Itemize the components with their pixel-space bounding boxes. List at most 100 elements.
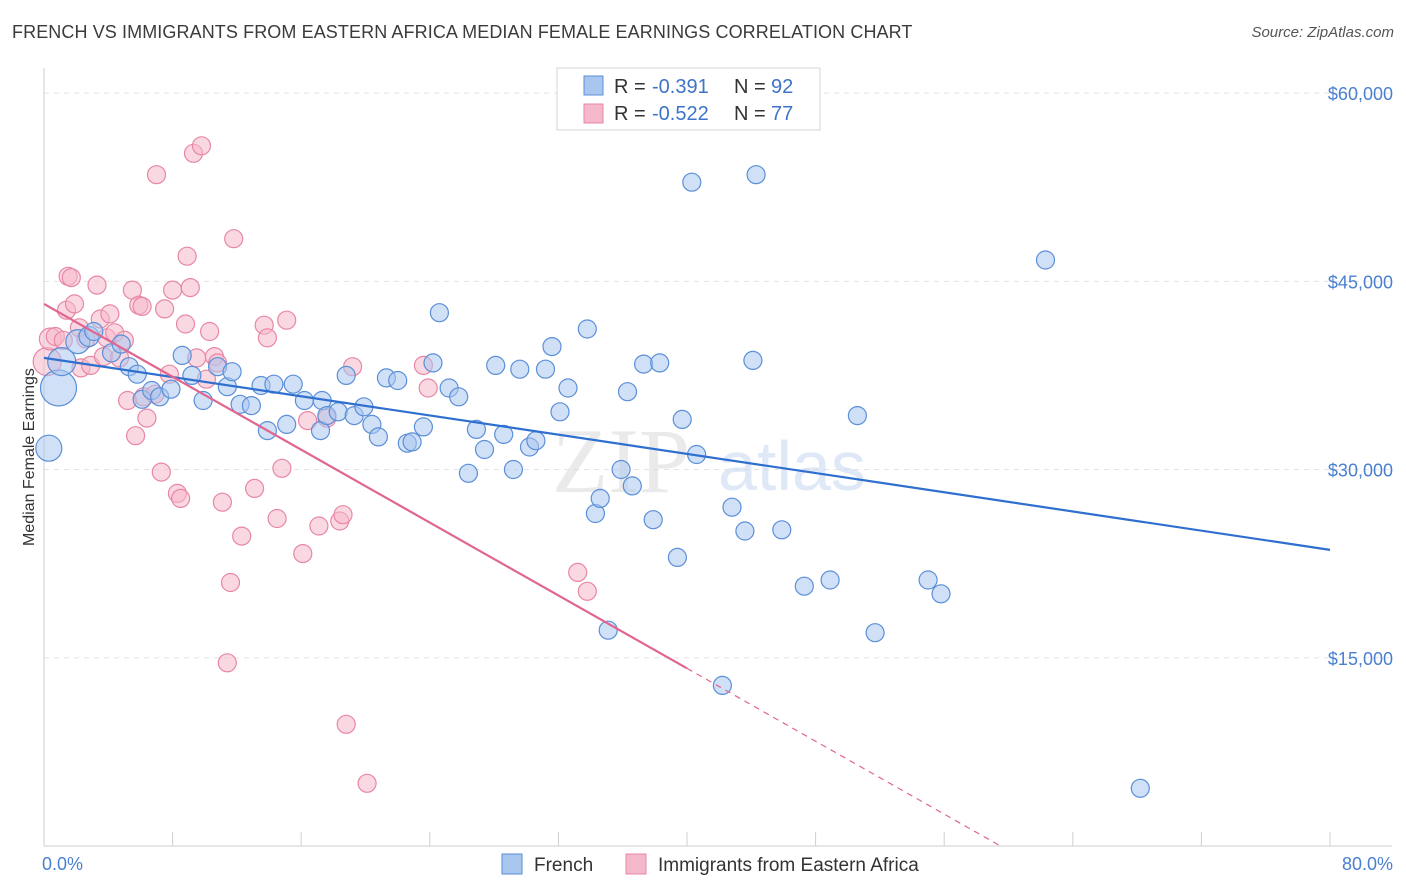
french-point-26 <box>283 374 303 394</box>
immigrants-point-52 <box>257 328 277 348</box>
french-point-47 <box>466 419 486 439</box>
french-n-label: N = <box>734 76 766 98</box>
immigrants-point-61 <box>333 505 353 525</box>
immigrants-point-55 <box>277 310 297 330</box>
immigrants-point-50 <box>245 478 265 498</box>
french-point-69 <box>667 547 688 568</box>
immigrants-point-56 <box>293 543 313 564</box>
french-point-48 <box>474 439 495 460</box>
french-point-58 <box>558 378 578 398</box>
immigrants-point-7 <box>64 294 85 314</box>
y-tick-labels: $15,000 $30,000 $45,000 $60,000 <box>1328 84 1393 669</box>
immigrants-point-32 <box>163 280 183 300</box>
french-point-59 <box>577 319 597 339</box>
immigrants-point-46 <box>217 653 237 673</box>
french-point-85 <box>1035 250 1056 270</box>
immigrants-point-49 <box>232 526 252 546</box>
immigrants-point-68 <box>577 581 597 601</box>
immigrants-point-45 <box>212 492 232 512</box>
french-point-73 <box>712 675 733 696</box>
french-r-value: -0.391 <box>652 76 709 98</box>
french-point-38 <box>388 370 408 391</box>
x-tick-label-min: 0.0% <box>42 854 83 874</box>
french-point-21 <box>241 396 261 416</box>
french-point-79 <box>794 576 814 596</box>
immigrants-r-value: -0.522 <box>652 103 709 125</box>
immigrants-point-6 <box>61 268 81 288</box>
french-point-13 <box>161 379 181 399</box>
french-point-68 <box>650 353 670 373</box>
french-point-83 <box>918 570 938 590</box>
french-point-46 <box>458 463 478 483</box>
legend-immigrants-label: Immigrants from Eastern Africa <box>658 855 919 876</box>
immigrants-point-66 <box>418 378 438 398</box>
immigrants-n-value: 77 <box>771 103 793 125</box>
french-point-84 <box>931 584 951 604</box>
french-point-41 <box>413 417 433 437</box>
french-n-value: 92 <box>771 76 793 98</box>
gridlines <box>44 92 1392 659</box>
y-tick-label-0: $15,000 <box>1328 649 1393 669</box>
series-legend: French Immigrants from Eastern Africa <box>501 853 919 876</box>
french-point-52 <box>510 359 530 379</box>
french-point-75 <box>735 521 755 541</box>
stats-legend: R = -0.391 N = 92 R = -0.522 N = 77 <box>556 67 821 131</box>
x-tick-marks <box>43 832 1331 846</box>
french-point-70 <box>672 409 692 429</box>
immigrants-point-30 <box>155 299 175 319</box>
immigrants-point-22 <box>126 426 146 446</box>
french-point-25 <box>277 414 297 434</box>
french-point-65 <box>622 476 642 496</box>
french-point-42 <box>423 353 443 373</box>
immigrants-point-62 <box>336 714 356 734</box>
immigrants-point-28 <box>146 165 167 185</box>
x-tick-label-max: 80.0% <box>1342 854 1393 874</box>
y-tick-label-1: $30,000 <box>1328 461 1393 481</box>
french-point-57 <box>550 402 570 422</box>
immigrants-point-12 <box>87 275 107 295</box>
immigrants-point-57 <box>298 411 318 431</box>
french-point-51 <box>503 459 524 480</box>
chart-title: FRENCH VS IMMIGRANTS FROM EASTERN AFRICA… <box>12 22 913 42</box>
french-point-43 <box>429 303 449 323</box>
french-point-36 <box>368 427 388 447</box>
french-swatch <box>583 75 604 96</box>
legend-french-swatch <box>501 853 523 875</box>
french-point-40 <box>402 432 422 452</box>
immigrants-trend-extension <box>686 667 1001 847</box>
french-r-label: R = <box>614 76 646 98</box>
immigrants-swatch <box>583 103 604 124</box>
french-point-67 <box>643 510 663 530</box>
french-point-19 <box>222 362 242 382</box>
immigrants-point-54 <box>272 458 292 478</box>
immigrants-point-40 <box>191 136 212 156</box>
immigrants-point-58 <box>309 516 329 536</box>
immigrants-point-42 <box>200 321 220 342</box>
immigrants-point-64 <box>357 773 377 793</box>
immigrants-point-35 <box>175 314 196 334</box>
trend-lines <box>43 302 1331 847</box>
french-point-63 <box>611 459 631 480</box>
immigrants-point-48 <box>224 229 244 249</box>
french-trend-line <box>43 356 1331 551</box>
french-point-55 <box>535 359 556 379</box>
immigrants-point-36 <box>177 246 197 266</box>
french-point-32 <box>336 365 356 385</box>
french-point-45 <box>449 387 469 407</box>
immigrants-n-label: N = <box>734 103 766 125</box>
french-point-74 <box>722 497 742 517</box>
french-point-7 <box>111 334 131 354</box>
watermark-atlas: atlas <box>718 427 866 505</box>
immigrants-point-53 <box>267 508 287 529</box>
immigrants-point-24 <box>132 296 152 316</box>
immigrants-point-47 <box>220 572 241 593</box>
y-tick-label-3: $60,000 <box>1328 84 1393 104</box>
immigrants-point-67 <box>568 562 588 583</box>
immigrants-point-34 <box>171 488 191 508</box>
source-note: Source: ZipAtlas.com <box>1251 24 1394 41</box>
french-point-27 <box>294 390 314 411</box>
y-tick-label-2: $45,000 <box>1328 272 1393 292</box>
french-point-61 <box>590 488 610 508</box>
french-point-77 <box>746 165 766 185</box>
